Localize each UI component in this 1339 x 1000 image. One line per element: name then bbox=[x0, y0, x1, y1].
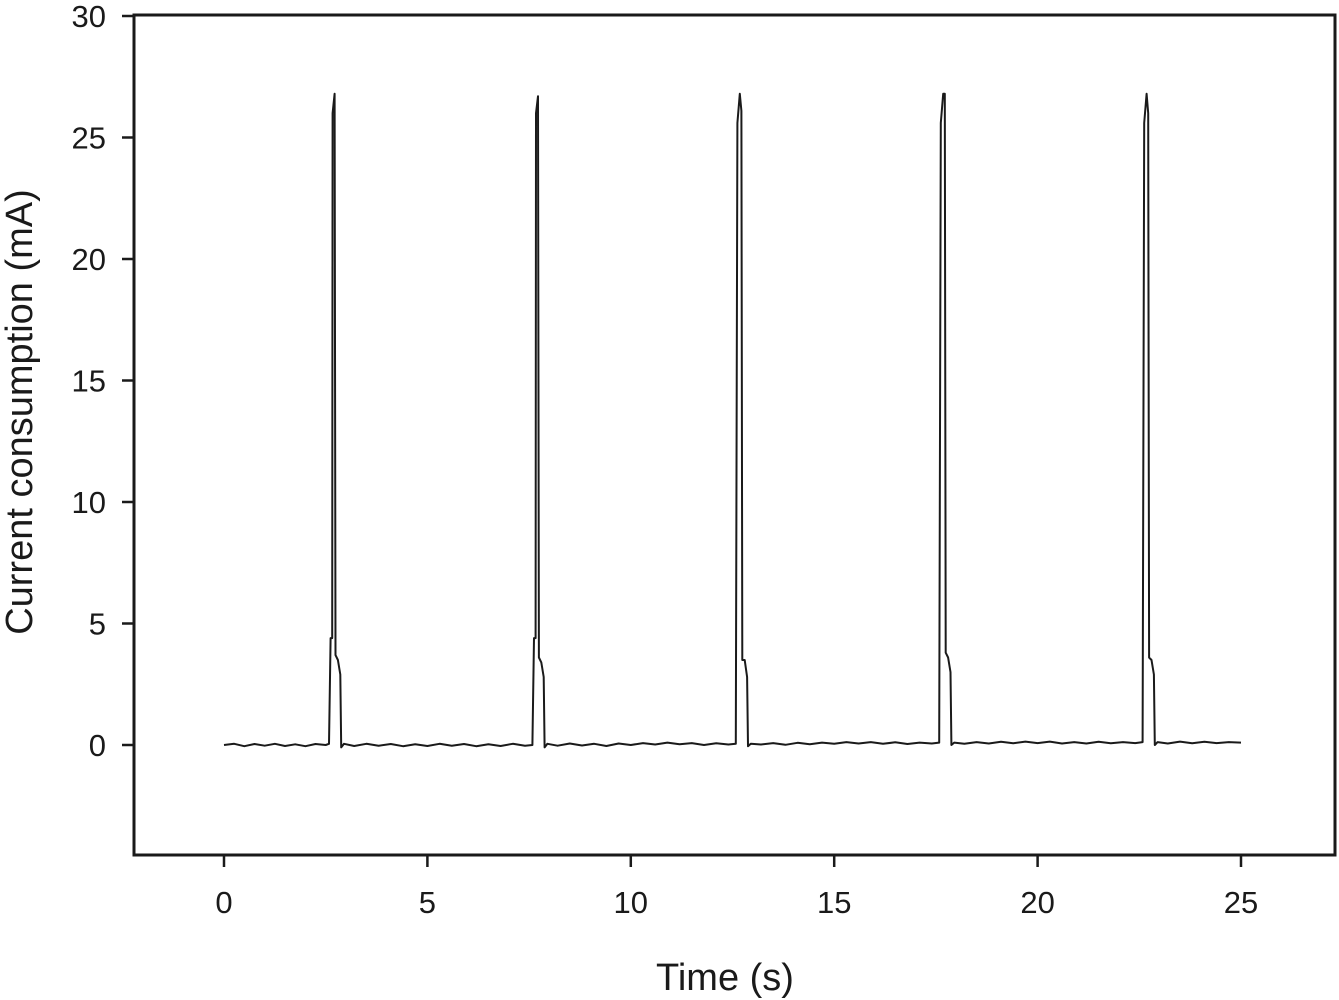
current-trace bbox=[223, 92, 1242, 749]
y-tick-label: 30 bbox=[72, 0, 106, 34]
y-tick-label: 0 bbox=[89, 728, 106, 763]
y-axis-title: Current consumption (mA) bbox=[0, 189, 41, 635]
x-tick-label: 5 bbox=[419, 885, 436, 920]
plot-frame bbox=[132, 13, 1337, 857]
x-tick-label: 0 bbox=[215, 885, 232, 920]
x-tick-label: 20 bbox=[1020, 885, 1054, 920]
x-tick-label: 25 bbox=[1224, 885, 1258, 920]
y-tick-label: 25 bbox=[72, 121, 106, 156]
y-tick-label: 5 bbox=[89, 607, 106, 642]
y-tick-label: 10 bbox=[72, 485, 106, 520]
y-axis: 0 5 10 15 20 25 30 bbox=[72, 0, 134, 763]
y-tick-label: 15 bbox=[72, 364, 106, 399]
y-tick-label: 20 bbox=[72, 242, 106, 277]
x-axis-title: Time (s) bbox=[656, 957, 794, 999]
x-axis: 0 5 10 15 20 25 bbox=[215, 855, 1258, 920]
x-tick-label: 10 bbox=[614, 885, 648, 920]
x-tick-label: 15 bbox=[817, 885, 851, 920]
